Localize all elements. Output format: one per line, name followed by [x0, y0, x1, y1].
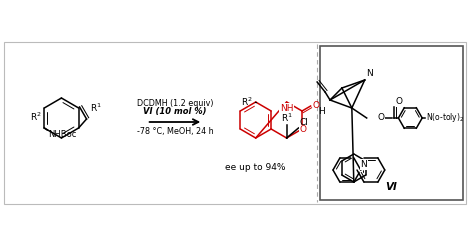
Text: NH: NH — [280, 104, 293, 113]
Text: R$^1$: R$^1$ — [281, 112, 292, 124]
Text: H: H — [319, 107, 325, 117]
Text: N: N — [366, 69, 373, 78]
Bar — [320, 46, 463, 200]
Bar — [4, 42, 466, 204]
Text: VI: VI — [385, 182, 397, 192]
Text: O: O — [377, 114, 384, 123]
Text: N(o-toly)$_2$: N(o-toly)$_2$ — [426, 112, 465, 124]
Text: ee up to 94%: ee up to 94% — [226, 163, 286, 172]
Text: O: O — [395, 97, 402, 106]
Text: VI (10 mol %): VI (10 mol %) — [143, 107, 207, 116]
Text: R$^2$: R$^2$ — [241, 96, 253, 108]
Text: N: N — [361, 160, 367, 169]
Text: DCDMH (1.2 equiv): DCDMH (1.2 equiv) — [137, 99, 213, 108]
Text: O: O — [313, 101, 319, 111]
Text: Cl: Cl — [300, 118, 309, 127]
Text: NHBoc: NHBoc — [48, 130, 77, 139]
Text: O: O — [300, 125, 307, 134]
Text: -78 °C, MeOH, 24 h: -78 °C, MeOH, 24 h — [137, 127, 213, 136]
Text: R$^1$: R$^1$ — [90, 102, 101, 114]
Text: R$^2$: R$^2$ — [29, 111, 41, 124]
